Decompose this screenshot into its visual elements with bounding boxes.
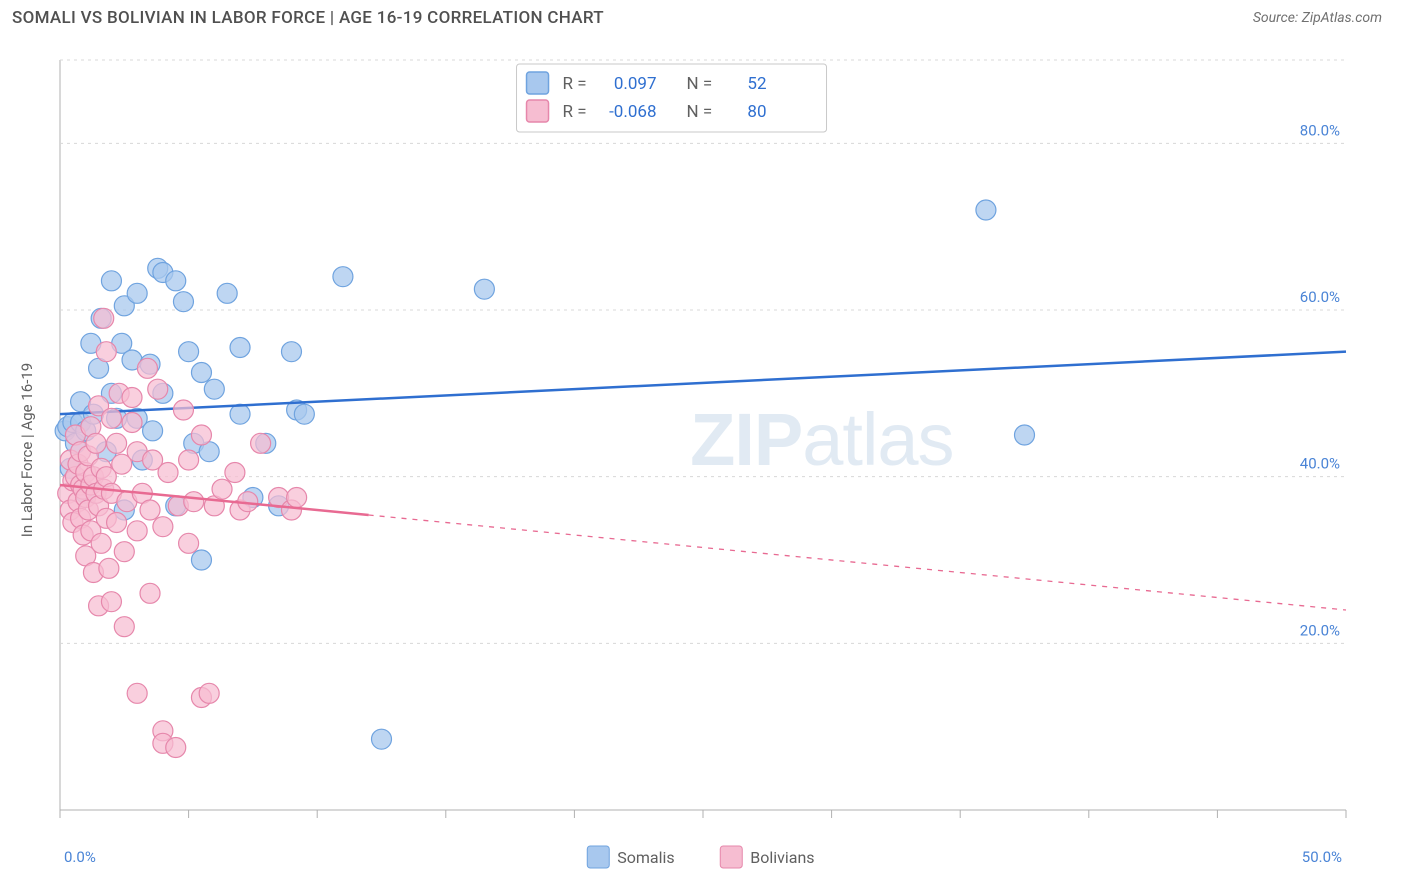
- bolivians-point: [140, 583, 160, 603]
- bolivians-point: [101, 592, 121, 612]
- legend-label-somalis: Somalis: [617, 848, 674, 867]
- somalis-point: [143, 421, 163, 441]
- bolivians-point: [114, 617, 134, 637]
- somalis-point: [281, 342, 301, 362]
- bolivians-point: [122, 388, 142, 408]
- svg-text:0.097: 0.097: [614, 74, 657, 94]
- somalis-point: [179, 342, 199, 362]
- bolivians-point: [173, 400, 193, 420]
- chart-title: SOMALI VS BOLIVIAN IN LABOR FORCE | AGE …: [12, 8, 604, 28]
- somalis-point: [217, 283, 237, 303]
- bolivians-point: [184, 492, 204, 512]
- somalis-point: [191, 550, 211, 570]
- chart-header: SOMALI VS BOLIVIAN IN LABOR FORCE | AGE …: [0, 0, 1406, 32]
- svg-text:52: 52: [747, 74, 766, 94]
- bolivians-point: [158, 463, 178, 483]
- bolivians-point: [127, 683, 147, 703]
- chart-source: Source: ZipAtlas.com: [1253, 10, 1382, 26]
- somalis-point: [976, 200, 996, 220]
- svg-text:R =: R =: [563, 102, 587, 122]
- bolivians-point: [179, 533, 199, 553]
- bolivians-point: [166, 738, 186, 758]
- somalis-point: [127, 283, 147, 303]
- somalis-point: [333, 267, 353, 287]
- somalis-point: [166, 271, 186, 291]
- bolivians-point: [107, 513, 127, 533]
- bolivians-point: [94, 308, 114, 328]
- somalis-point: [372, 729, 392, 749]
- bolivians-point: [287, 488, 307, 508]
- somalis-point: [191, 363, 211, 383]
- svg-text:-0.068: -0.068: [609, 102, 656, 122]
- somalis-point: [173, 292, 193, 312]
- svg-text:20.0%: 20.0%: [1300, 621, 1340, 639]
- bolivians-point: [153, 517, 173, 537]
- svg-text:N =: N =: [687, 102, 713, 122]
- chart-container: 20.0% 40.0% 60.0% 80.0% 0.0% 50.0% In Labor Fo…: [10, 40, 1396, 880]
- bolivians-point: [199, 683, 219, 703]
- bolivians-point: [179, 450, 199, 470]
- svg-text:80.0%: 80.0%: [1300, 121, 1340, 139]
- svg-text:80: 80: [747, 102, 766, 122]
- bolivians-point: [251, 433, 271, 453]
- somalis-point: [230, 338, 250, 358]
- legend-swatch-bolivians: [720, 846, 742, 868]
- series-legend: Somalis Bolivians: [587, 846, 814, 868]
- svg-text:N =: N =: [687, 74, 713, 94]
- bolivians-point: [99, 558, 119, 578]
- svg-text:60.0%: 60.0%: [1300, 288, 1340, 306]
- svg-text:ZIPatlas: ZIPatlas: [690, 398, 953, 481]
- bolivians-point: [148, 379, 168, 399]
- bolivians-point: [91, 533, 111, 553]
- bolivians-point: [191, 425, 211, 445]
- bolivians-point: [137, 358, 157, 378]
- bolivians-point: [225, 463, 245, 483]
- bolivians-point: [114, 542, 134, 562]
- somalis-point: [204, 379, 224, 399]
- bolivians-point: [212, 479, 232, 499]
- legend-swatch-somalis: [587, 846, 609, 868]
- svg-text:R =: R =: [563, 74, 587, 94]
- svg-text:50.0%: 50.0%: [1302, 848, 1342, 866]
- bolivians-point: [86, 433, 106, 453]
- somalis-point: [1015, 425, 1035, 445]
- bolivians-point: [140, 500, 160, 520]
- bolivians-point: [101, 408, 121, 428]
- somalis-point: [230, 404, 250, 424]
- somalis-point: [101, 271, 121, 291]
- correlation-legend: R = 0.097 N = 52 R = -0.068 N = 80: [517, 64, 827, 132]
- svg-text:40.0%: 40.0%: [1300, 455, 1340, 473]
- scatter-chart: 20.0% 40.0% 60.0% 80.0% 0.0% 50.0% In Labor Fo…: [10, 40, 1396, 880]
- somalis-point: [474, 279, 494, 299]
- legend-label-bolivians: Bolivians: [750, 848, 814, 867]
- somalis-point: [294, 404, 314, 424]
- bolivians-point: [107, 433, 127, 453]
- svg-text:In Labor Force | Age 16-19: In Labor Force | Age 16-19: [18, 363, 36, 537]
- bolivians-point: [122, 413, 142, 433]
- bolivians-point: [96, 342, 116, 362]
- bolivians-point: [127, 521, 147, 541]
- bolivians-trendline-extrapolated: [369, 515, 1346, 610]
- svg-text:0.0%: 0.0%: [64, 848, 96, 866]
